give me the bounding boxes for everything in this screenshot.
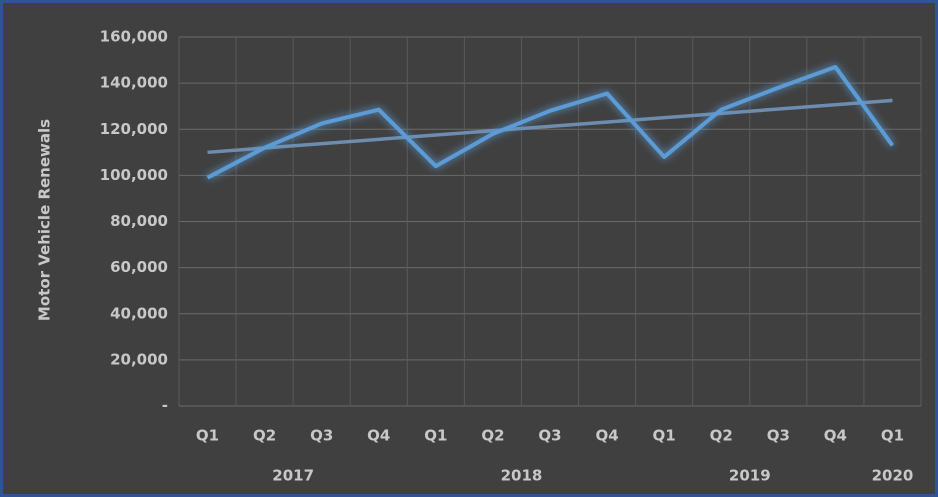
year-label: 2020 (872, 467, 914, 485)
x-tick-label: Q1 (424, 427, 447, 445)
x-tick-label: Q1 (196, 427, 219, 445)
y-tick-label: - (162, 397, 168, 415)
data-line (206, 64, 895, 180)
year-label: 2017 (272, 467, 314, 485)
year-label: 2019 (729, 467, 771, 485)
y-tick-label: 60,000 (110, 258, 168, 276)
x-tick-label: Q4 (367, 427, 390, 445)
x-tick-label: Q4 (595, 427, 618, 445)
x-tick-label: Q3 (310, 427, 333, 445)
y-tick-label: 140,000 (100, 74, 168, 92)
y-axis-label: Motor Vehicle Renewals (36, 119, 54, 321)
trendline (207, 98, 893, 155)
y-tick-label: 20,000 (110, 350, 168, 368)
x-tick-label: Q1 (881, 427, 904, 445)
y-tick-label: 100,000 (100, 166, 168, 184)
x-tick-label: Q3 (767, 427, 790, 445)
year-label: 2018 (501, 467, 543, 485)
x-tick-label: Q2 (253, 427, 276, 445)
x-tick-label: Q4 (824, 427, 847, 445)
y-tick-label: 160,000 (100, 28, 168, 46)
x-tick-label: Q1 (653, 427, 676, 445)
y-tick-label: 80,000 (110, 212, 168, 230)
y-tick-label: 120,000 (100, 120, 168, 138)
y-tick-label: 40,000 (110, 304, 168, 322)
x-tick-label: Q2 (710, 427, 733, 445)
x-tick-label: Q2 (481, 427, 504, 445)
x-tick-label: Q3 (538, 427, 561, 445)
